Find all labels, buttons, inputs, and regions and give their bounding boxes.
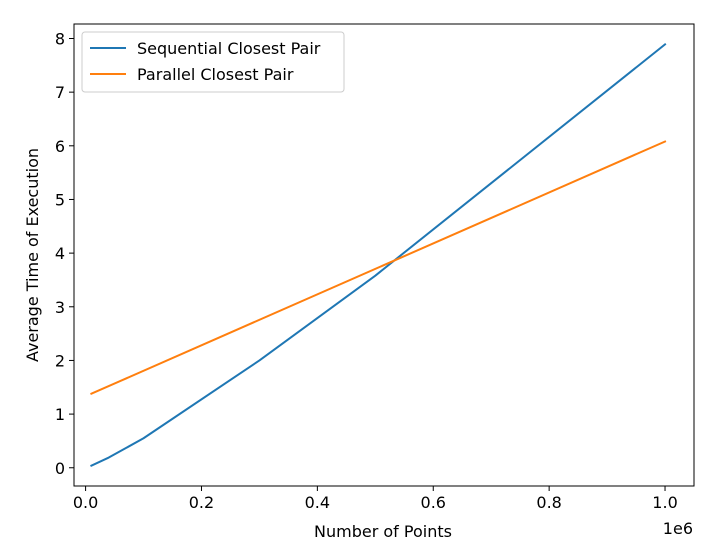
x-axis-ticks: 0.0 0.2 0.4 0.6 0.8 1.0 [73, 486, 678, 512]
x-tick-label: 0.4 [305, 493, 330, 512]
series-layer [90, 42, 667, 467]
y-tick-label: 5 [55, 190, 65, 209]
legend-label: Parallel Closest Pair [137, 65, 294, 84]
y-tick-label: 0 [55, 459, 65, 478]
plot-area [73, 23, 695, 487]
legend-box [81, 31, 345, 93]
x-axis-offset-text: 1e6 [663, 519, 693, 538]
series-line-2 [90, 140, 667, 396]
x-tick-label: 0.6 [421, 493, 446, 512]
y-tick-label: 1 [55, 405, 65, 424]
y-tick-label: 7 [55, 83, 65, 102]
y-tick-label: 2 [55, 351, 65, 370]
legend-label: Sequential Closest Pair [137, 39, 321, 58]
x-tick-label: 0.8 [536, 493, 561, 512]
x-tick-label: 0.0 [73, 493, 98, 512]
y-tick-label: 3 [55, 298, 65, 317]
y-axis-ticks: 0 1 2 3 4 5 6 7 8 [55, 29, 74, 478]
legend: Sequential Closest Pair Parallel Closest … [81, 31, 345, 93]
y-tick-label: 6 [55, 137, 65, 156]
x-axis-label: Number of Points [314, 522, 452, 541]
y-tick-label: 8 [55, 29, 65, 48]
series-line-1 [90, 42, 667, 467]
y-tick-label: 4 [55, 244, 65, 263]
y-axis-label: Average Time of Execution [23, 148, 42, 362]
x-tick-label: 1.0 [652, 493, 677, 512]
x-tick-label: 0.2 [189, 493, 214, 512]
axes-frame [73, 23, 695, 487]
